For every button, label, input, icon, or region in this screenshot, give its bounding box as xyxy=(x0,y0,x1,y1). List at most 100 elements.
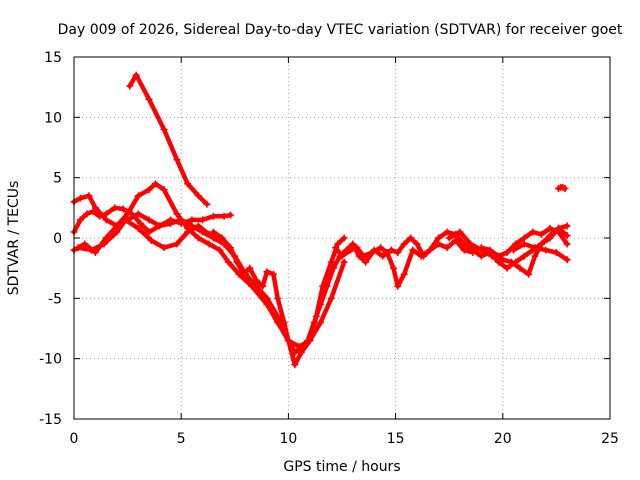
data-point xyxy=(379,252,387,260)
axis-ticks xyxy=(73,56,611,420)
data-point xyxy=(407,234,415,242)
data-point xyxy=(173,156,181,164)
data-point xyxy=(400,240,408,248)
data-point xyxy=(499,256,507,264)
data-point xyxy=(409,246,417,254)
data-point xyxy=(113,228,121,236)
data-point xyxy=(297,343,305,351)
data-point xyxy=(310,318,318,326)
data-point xyxy=(563,232,571,240)
data-point xyxy=(563,222,571,230)
y-axis-label: SDTVAR / TECUs xyxy=(6,181,22,296)
data-point xyxy=(194,192,202,200)
data-point xyxy=(124,210,132,218)
data-point xyxy=(269,270,277,278)
y-tick-label: 0 xyxy=(53,231,62,247)
data-point xyxy=(252,282,260,290)
series-line xyxy=(211,229,394,355)
data-point xyxy=(274,294,282,302)
data-point xyxy=(160,125,168,133)
data-point xyxy=(291,349,299,357)
data-point xyxy=(353,244,361,252)
data-point xyxy=(304,337,312,345)
satellite-arc-6 xyxy=(209,228,395,357)
satellite-arc-9 xyxy=(445,224,571,278)
data-point xyxy=(362,258,370,266)
data-point xyxy=(132,71,140,79)
data-point xyxy=(284,337,292,345)
data-point xyxy=(389,264,397,272)
data-point xyxy=(520,240,528,248)
data-point xyxy=(552,248,560,256)
data-point xyxy=(160,244,168,252)
data-point xyxy=(246,264,254,272)
data-point xyxy=(194,222,202,230)
data-point xyxy=(329,264,337,272)
data-point xyxy=(145,216,153,224)
data-point xyxy=(510,246,518,254)
data-point xyxy=(263,268,271,276)
data-point xyxy=(194,234,202,242)
data-point xyxy=(291,361,299,369)
y-tick-label: -10 xyxy=(39,352,62,368)
data-point xyxy=(227,244,235,252)
data-point xyxy=(477,252,485,260)
data-point xyxy=(546,224,554,232)
data-point xyxy=(184,228,192,236)
data-point xyxy=(377,244,385,252)
data-point xyxy=(317,318,325,326)
satellite-arc-10 xyxy=(510,240,571,264)
data-point xyxy=(443,244,451,252)
data-point xyxy=(394,248,402,256)
x-tick-label: 15 xyxy=(387,431,405,447)
y-tick-labels: -15 -10 -5 0 5 10 15 xyxy=(39,50,62,428)
data-point xyxy=(340,258,348,266)
data-point xyxy=(203,200,211,208)
data-point xyxy=(537,240,545,248)
data-point xyxy=(209,228,217,236)
data-point xyxy=(145,95,153,103)
data-point xyxy=(83,210,91,218)
data-point xyxy=(443,228,451,236)
data-point xyxy=(89,207,97,215)
x-tick-label: 20 xyxy=(494,431,512,447)
data-point xyxy=(460,246,468,254)
data-point xyxy=(434,234,442,242)
data-point xyxy=(76,216,84,224)
data-point xyxy=(134,224,142,232)
data-point xyxy=(327,294,335,302)
data-point xyxy=(100,240,108,248)
data-point xyxy=(160,186,168,194)
data-point xyxy=(452,236,460,244)
data-point xyxy=(546,232,554,240)
y-tick-label: -5 xyxy=(48,291,62,307)
data-point xyxy=(338,252,346,260)
satellite-arc-4 xyxy=(70,180,348,351)
data-point xyxy=(252,276,260,284)
data-point xyxy=(134,210,142,218)
data-point xyxy=(531,244,539,252)
data-point xyxy=(188,216,196,224)
data-point xyxy=(259,282,267,290)
data-point xyxy=(119,205,127,213)
data-point xyxy=(199,216,207,224)
data-point xyxy=(503,248,511,256)
data-point xyxy=(85,192,93,200)
y-tick-label: 5 xyxy=(53,171,62,187)
data-point xyxy=(205,240,213,248)
data-point xyxy=(334,240,342,248)
data-series xyxy=(70,71,571,369)
data-point xyxy=(537,230,545,238)
satellite-arc-7 xyxy=(332,224,571,290)
y-tick-label: -15 xyxy=(39,412,62,428)
data-point xyxy=(233,258,241,266)
data-point xyxy=(224,258,232,266)
data-point xyxy=(529,228,537,236)
data-point xyxy=(166,220,174,228)
data-point xyxy=(488,252,496,260)
data-point xyxy=(239,270,247,278)
satellite-arc-1 xyxy=(126,71,211,208)
data-point xyxy=(503,264,511,272)
data-point xyxy=(323,282,331,290)
data-point xyxy=(445,234,453,242)
